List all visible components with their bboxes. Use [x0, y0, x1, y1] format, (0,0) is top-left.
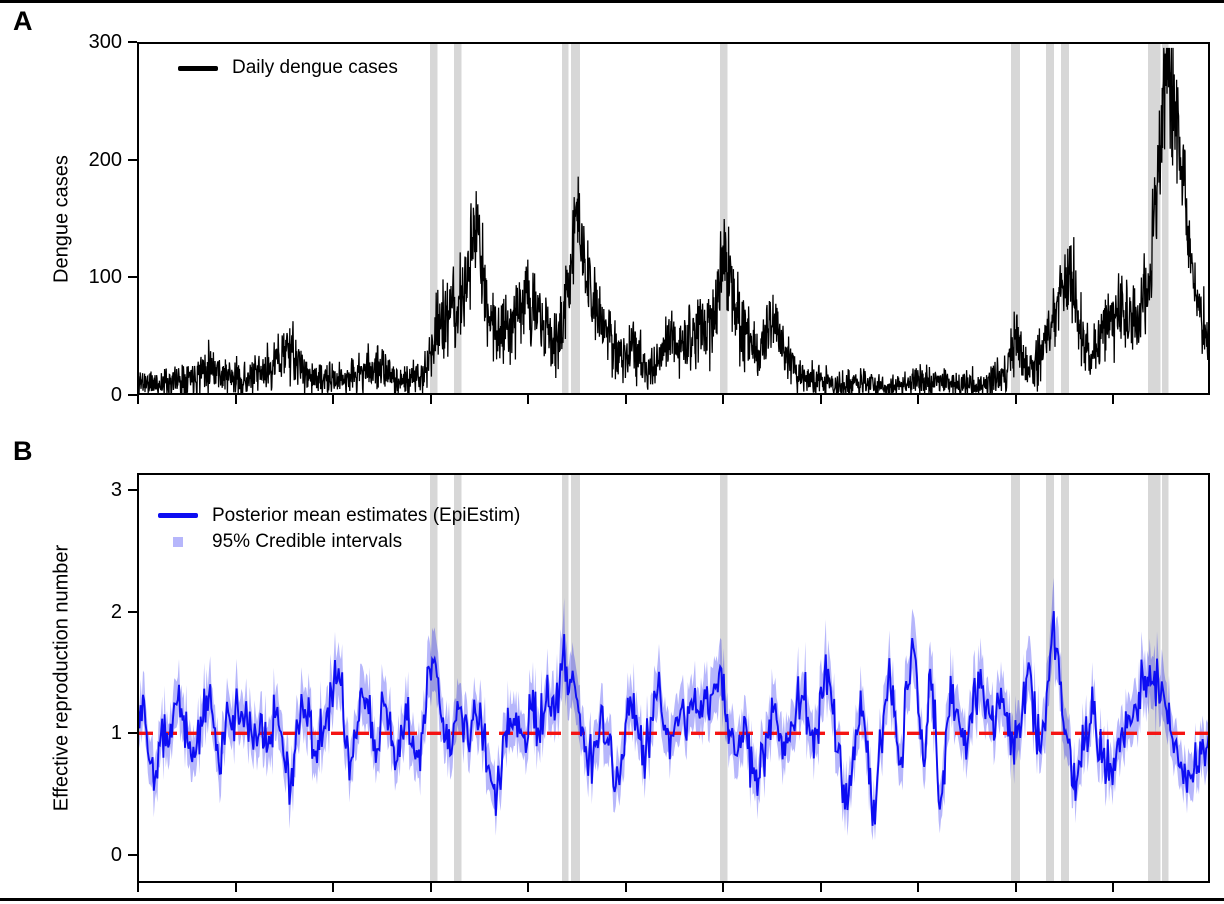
- highlight-band: [454, 475, 462, 881]
- panel-a-y-tick-label: 300: [88, 31, 122, 53]
- highlight-band: [430, 475, 438, 881]
- panel-a-y-tick: [128, 276, 137, 279]
- panel-a-y-tick-label: 100: [88, 266, 122, 289]
- panel-b-y-tick-label: 2: [110, 600, 122, 623]
- posterior-mean-legend-line-icon: [158, 513, 198, 518]
- panel-b-label: B: [13, 436, 33, 466]
- highlight-band: [454, 44, 462, 393]
- panel-b-legend-label-mean: Posterior mean estimates (EpiEstim): [212, 505, 521, 526]
- panel-a-y-tick-label: 200: [88, 148, 122, 171]
- panel-a-legend-label: Daily dengue cases: [232, 57, 398, 78]
- panel-b-x-tick: [722, 883, 724, 892]
- panel-a-y-tick: [128, 394, 137, 396]
- panel-a-x-tick: [1112, 395, 1114, 404]
- panel-a-x-tick: [624, 395, 627, 404]
- panel-a-x-tick: [137, 395, 139, 404]
- panel-b-x-tick: [527, 883, 529, 892]
- panel-b-x-tick: [234, 883, 237, 892]
- panel-b-y-tick: [128, 610, 137, 613]
- panel-b-plot: [137, 473, 1210, 883]
- bottom-border: [0, 898, 1224, 901]
- panel-b-y-tick: [128, 732, 137, 735]
- panel-a-x-tick: [234, 395, 237, 404]
- highlight-band: [720, 44, 728, 393]
- panel-b-x-tick: [917, 883, 919, 892]
- highlight-band: [1011, 44, 1020, 393]
- highlight-band: [571, 44, 580, 393]
- panel-b-x-tick: [819, 883, 822, 892]
- panel-a-y-axis-title: Dengue cases: [50, 155, 73, 283]
- highlight-band: [1061, 475, 1069, 881]
- panel-b-x-tick: [1014, 883, 1017, 892]
- highlight-band: [1162, 44, 1169, 393]
- panel-a-plot: [137, 42, 1210, 395]
- panel-b-y-tick-label: 3: [110, 478, 122, 501]
- highlight-band: [571, 475, 580, 881]
- panel-a-x-tick: [917, 395, 919, 404]
- highlight-band: [430, 44, 438, 393]
- highlight-band: [1046, 44, 1054, 393]
- plot-box: [137, 473, 1210, 883]
- panel-b-x-tick: [1112, 883, 1114, 892]
- highlight-band: [1162, 475, 1169, 881]
- panel-b-x-tick: [332, 883, 334, 892]
- panel-b-y-tick-label: 1: [110, 722, 122, 745]
- dengue-series-line: [137, 47, 1210, 395]
- panel-b-x-tick: [624, 883, 627, 892]
- panel-b-legend-label-ci: 95% Credible intervals: [212, 531, 403, 552]
- panel-b-y-tick-label: 0: [110, 844, 122, 866]
- panel-a-x-tick: [332, 395, 334, 404]
- panel-b-x-tick: [429, 883, 432, 892]
- highlight-band: [1011, 475, 1020, 881]
- panel-a-x-tick: [1014, 395, 1017, 404]
- panel-a-y-tick: [128, 41, 137, 43]
- panel-a-x-tick: [429, 395, 432, 404]
- panel-a-x-tick: [722, 395, 724, 404]
- panel-a-label: A: [13, 6, 33, 36]
- plot-box: [137, 42, 1210, 395]
- panel-b-y-tick: [128, 488, 137, 491]
- highlight-band: [1061, 44, 1069, 393]
- panel-a-x-tick: [819, 395, 822, 404]
- top-border: [0, 0, 1224, 3]
- credible-interval-legend-square-icon: [173, 537, 183, 547]
- panel-a-y-tick: [128, 158, 137, 161]
- panel-b-y-tick: [128, 854, 137, 856]
- daily-cases-legend-line-icon: [178, 66, 218, 71]
- highlight-band: [562, 44, 569, 393]
- panel-a-y-tick-label: 0: [110, 384, 122, 406]
- credible-interval-band: [137, 577, 1210, 841]
- panel-b-x-tick: [137, 883, 139, 892]
- panel-a-x-tick: [527, 395, 529, 404]
- panel-b-y-axis-title: Effective reproduction number: [50, 544, 73, 812]
- posterior-mean-line: [137, 611, 1210, 826]
